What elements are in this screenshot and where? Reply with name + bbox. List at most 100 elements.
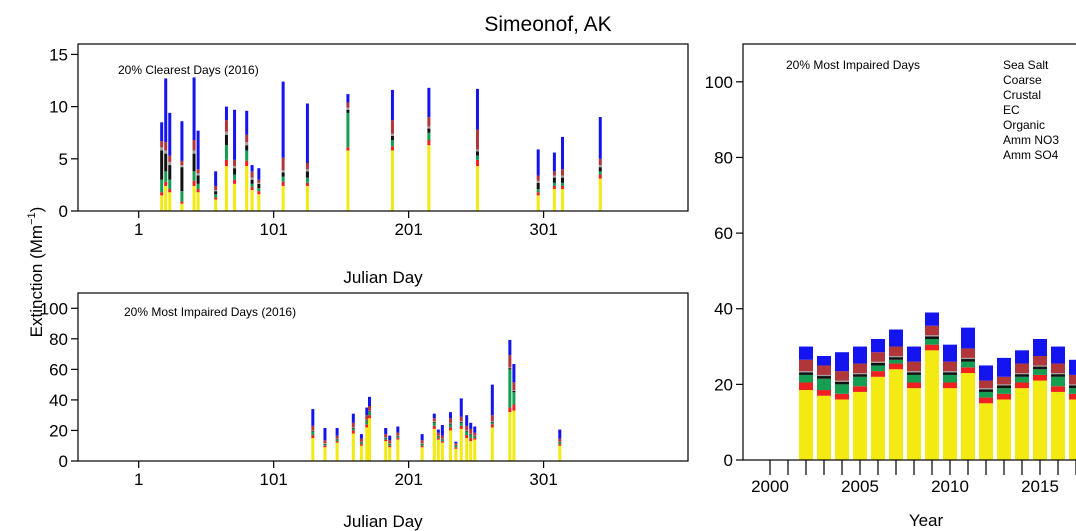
annual-bar-segment-coarse bbox=[1069, 374, 1076, 385]
impaired-bar-segment-coarse bbox=[465, 425, 469, 431]
annual-bar-segment-amm-no3 bbox=[889, 363, 903, 370]
clearest-bar-segment-crustal bbox=[390, 133, 394, 136]
annual-ticks: 0 20 40 60 80 100 2000 2005 2010 2015 bbox=[705, 73, 1076, 496]
impaired-bar-segment-ec bbox=[351, 428, 355, 429]
annual-bar-segment-amm-so4 bbox=[961, 373, 975, 460]
impaired-bar-segment-amm-no3 bbox=[490, 424, 494, 428]
clearest-bar-segment-crustal bbox=[598, 165, 602, 168]
clearest-bar-segment-ec bbox=[560, 177, 564, 183]
impaired-plot-frame bbox=[77, 292, 689, 462]
annual-y-tick-label: 40 bbox=[714, 300, 733, 319]
clearest-bar-segment-organic bbox=[250, 183, 254, 187]
annual-bar-segment-amm-no3 bbox=[997, 393, 1011, 400]
clearest-bar-segment-sea-salt bbox=[168, 112, 172, 156]
clearest-bar-segment-ec bbox=[427, 128, 431, 133]
impaired-bar-segment-amm-so4 bbox=[512, 410, 516, 461]
impaired-bar-segment-amm-so4 bbox=[448, 430, 452, 461]
impaired-bar-segment-amm-so4 bbox=[359, 445, 363, 461]
annual-bar-segment-organic bbox=[1051, 376, 1065, 387]
impaired-bar-segment-ec bbox=[490, 422, 494, 423]
clearest-bar-segment-ec bbox=[164, 153, 168, 172]
clearest-bar-segment-coarse bbox=[160, 141, 164, 148]
clearest-bar-segment-ec bbox=[245, 145, 249, 151]
clearest-bar-segment-organic bbox=[427, 132, 431, 141]
impaired-bar-segment-amm-so4 bbox=[420, 447, 424, 461]
clearest-bar-segment-crustal bbox=[250, 177, 254, 180]
impaired-bar-segment-coarse bbox=[432, 418, 436, 422]
clearest-bar-segment-organic bbox=[552, 182, 556, 186]
annual-bar-segment-coarse bbox=[1015, 363, 1029, 374]
clearest-bar-segment-organic bbox=[305, 177, 309, 183]
annual-bar-segment-sea-salt bbox=[961, 327, 975, 349]
annual-bar-segment-crustal bbox=[943, 371, 957, 373]
annual-bar-segment-ec bbox=[1015, 374, 1029, 377]
annual-bar-segment-coarse bbox=[853, 363, 867, 374]
annual-bar-segment-sea-salt bbox=[925, 312, 939, 326]
clearest-bar-segment-crustal bbox=[475, 149, 479, 152]
clearest-bar-segment-organic bbox=[346, 112, 350, 148]
impaired-bar-segment-ec bbox=[512, 390, 516, 393]
annual-x-tick-label: 2000 bbox=[751, 477, 789, 496]
clearest-bar-segment-organic bbox=[214, 194, 218, 198]
clearest-bar-segment-amm-so4 bbox=[164, 185, 168, 211]
annual-bar-segment-sea-salt bbox=[871, 338, 885, 353]
annual-bar-segment-coarse bbox=[817, 365, 831, 375]
annual-bar-segment-coarse bbox=[961, 348, 975, 358]
clearest-bar-segment-organic bbox=[536, 189, 540, 193]
impaired-bar-segment-ec bbox=[469, 434, 473, 436]
impaired-bar-segment-crustal bbox=[440, 438, 444, 440]
impaired-bar-segment-amm-no3 bbox=[335, 441, 339, 443]
clearest-bar-segment-sea-salt bbox=[224, 106, 228, 121]
impaired-bar-segment-organic bbox=[448, 424, 452, 428]
impaired-bar-segment-amm-so4 bbox=[469, 441, 473, 461]
legend: Sea Salt Coarse Crustal EC Organic Amm N… bbox=[1003, 58, 1059, 162]
impaired-y-tick-label: 100 bbox=[40, 299, 68, 318]
annual-bar-segment-organic bbox=[835, 384, 849, 394]
impaired-bar-segment-amm-no3 bbox=[558, 444, 562, 446]
impaired-bar-segment-organic bbox=[469, 435, 473, 439]
clearest-bar-segment-sea-salt bbox=[475, 88, 479, 130]
annual-bar-segment-coarse bbox=[925, 325, 939, 336]
impaired-bar-segment-amm-no3 bbox=[351, 430, 355, 434]
annual-bar-segment-amm-so4 bbox=[997, 399, 1011, 460]
impaired-bar-segment-amm-so4 bbox=[440, 442, 444, 461]
shared-y-axis-label-close: ) bbox=[27, 207, 46, 213]
clearest-bar-segment-coarse bbox=[196, 169, 200, 174]
clearest-bar-segment-amm-so4 bbox=[427, 145, 431, 211]
clearest-bar-segment-amm-so4 bbox=[475, 166, 479, 211]
clearest-bar-segment-ec bbox=[552, 177, 556, 183]
impaired-bar-segment-amm-so4 bbox=[368, 418, 372, 461]
clearest-bar-segment-crustal bbox=[214, 190, 218, 192]
annual-bar-segment-amm-no3 bbox=[907, 382, 921, 389]
annual-bar-segment-ec bbox=[943, 372, 957, 375]
annual-bar-segment-crustal bbox=[889, 356, 903, 358]
annual-bar-segment-amm-no3 bbox=[943, 382, 957, 389]
clearest-bar-segment-amm-so4 bbox=[224, 166, 228, 211]
annual-bar-segment-sea-salt bbox=[889, 329, 903, 347]
impaired-bar-segment-ec bbox=[335, 439, 339, 440]
impaired-x-tick-label: 101 bbox=[259, 470, 287, 489]
impaired-bar-segment-crustal bbox=[384, 437, 388, 438]
annual-bar-segment-amm-no3 bbox=[979, 397, 993, 404]
impaired-bar-segment-amm-so4 bbox=[454, 448, 458, 461]
annual-y-tick-label: 80 bbox=[714, 148, 733, 167]
clearest-y-tick-label: 0 bbox=[59, 202, 68, 221]
clearest-bar-segment-coarse bbox=[164, 142, 168, 151]
clearest-bar-segment-organic bbox=[196, 183, 200, 190]
impaired-bar-segment-amm-no3 bbox=[396, 438, 400, 440]
annual-bar-segment-organic bbox=[925, 338, 939, 345]
annual-bar-segment-crustal bbox=[871, 361, 885, 363]
clearest-y-tick-label: 5 bbox=[59, 150, 68, 169]
clearest-bar-segment-ec bbox=[160, 150, 164, 180]
clearest-bar-segment-organic bbox=[192, 171, 196, 181]
impaired-bar-segment-coarse bbox=[469, 428, 473, 434]
clearest-bar-segment-amm-no3 bbox=[475, 159, 479, 167]
impaired-bar-segment-crustal bbox=[388, 443, 392, 444]
annual-bar-segment-sea-salt bbox=[907, 346, 921, 362]
clearest-x-tick-label: 1 bbox=[134, 220, 143, 239]
impaired-bar-segment-organic bbox=[311, 431, 315, 436]
impaired-bar-segment-organic bbox=[454, 445, 458, 448]
impaired-bar-segment-ec bbox=[508, 368, 512, 370]
impaired-bar-segment-amm-no3 bbox=[365, 424, 369, 428]
annual-bar-segment-amm-so4 bbox=[943, 388, 957, 460]
